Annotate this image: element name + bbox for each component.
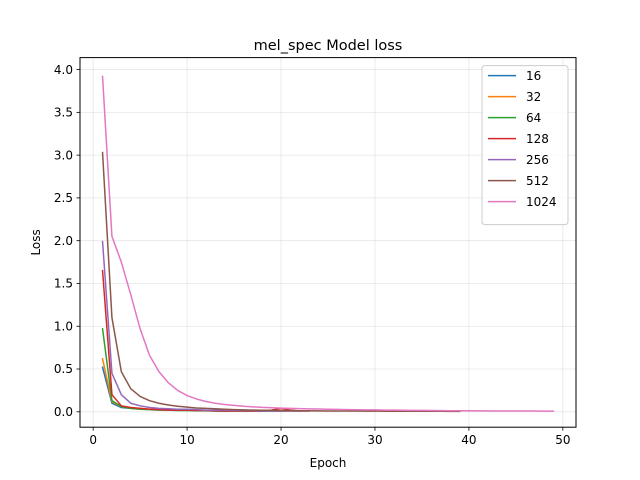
legend-label: 1024	[526, 195, 557, 209]
y-axis-ticks: 0.0 0.5 1.0 1.5 2.0 2.5 3.0 3.5 4.0	[54, 63, 80, 419]
legend-label: 512	[526, 174, 549, 188]
legend-label: 128	[526, 132, 549, 146]
y-tick-label: 1.0	[54, 319, 73, 333]
x-axis-label: Epoch	[310, 456, 347, 470]
series-line-1024	[101, 75, 555, 412]
legend-box	[481, 65, 569, 226]
legend-label: 256	[526, 153, 549, 167]
series-line-512	[101, 151, 461, 413]
y-tick-label: 4.0	[54, 63, 73, 77]
y-tick-label: 3.5	[54, 106, 73, 120]
plot-frame	[79, 57, 577, 428]
series-lines	[101, 75, 555, 413]
y-tick-label: 2.0	[54, 234, 73, 248]
y-axis-label: Loss	[29, 229, 43, 255]
legend-label: 32	[526, 90, 541, 104]
y-tick-label: 2.5	[54, 191, 73, 205]
y-tick-label: 0.5	[54, 362, 73, 376]
x-tick-label: 40	[461, 433, 476, 447]
y-tick-label: 1.5	[54, 277, 73, 291]
x-tick-label: 0	[89, 433, 97, 447]
legend: 16 32 64 128 256 512 1024	[481, 65, 569, 226]
legend-label: 64	[526, 111, 541, 125]
x-axis-ticks: 0 10 20 30 40 50	[89, 427, 570, 447]
x-tick-label: 10	[179, 433, 194, 447]
grid-lines	[80, 57, 576, 428]
x-tick-label: 30	[367, 433, 382, 447]
y-tick-label: 3.0	[54, 148, 73, 162]
legend-label: 16	[526, 69, 541, 83]
x-tick-label: 50	[555, 433, 570, 447]
x-tick-label: 20	[273, 433, 288, 447]
chart-title: mel_spec Model loss	[254, 38, 403, 54]
y-tick-label: 0.0	[54, 405, 73, 419]
